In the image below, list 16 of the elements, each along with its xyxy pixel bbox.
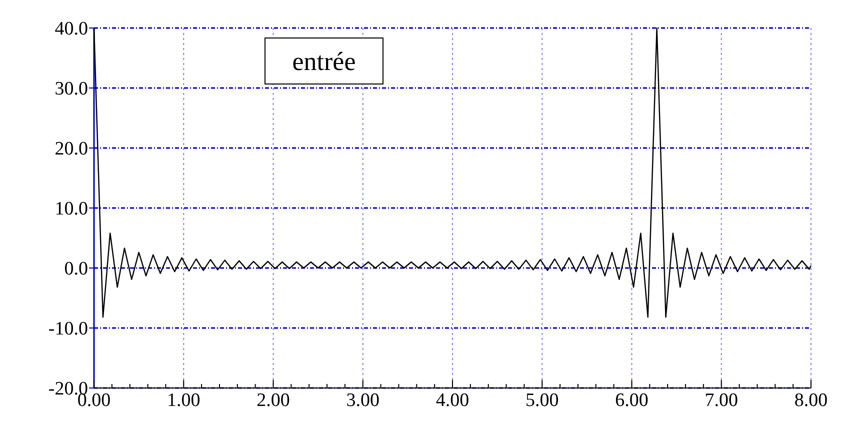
y-tick-label: 10.0 <box>54 198 88 220</box>
x-tick-label: 6.00 <box>615 390 648 411</box>
y-tick-label: 40.0 <box>54 18 88 40</box>
y-tick-label: -10.0 <box>48 318 88 340</box>
x-tick-label: 1.00 <box>167 390 200 411</box>
y-tick-label: 20.0 <box>54 138 88 160</box>
x-tick-label: 4.00 <box>436 390 470 411</box>
x-tick-label: 5.00 <box>526 390 559 411</box>
text: entrée <box>292 47 356 76</box>
y-tick-label: 0.0 <box>64 258 88 280</box>
y-tick-label: 30.0 <box>54 78 88 100</box>
x-tick-label: 8.00 <box>794 390 828 411</box>
x-tick-label: 7.00 <box>704 390 738 411</box>
x-tick-label: 2.00 <box>256 390 290 411</box>
line-series <box>93 27 812 318</box>
x-tick-label: 3.00 <box>346 390 380 411</box>
